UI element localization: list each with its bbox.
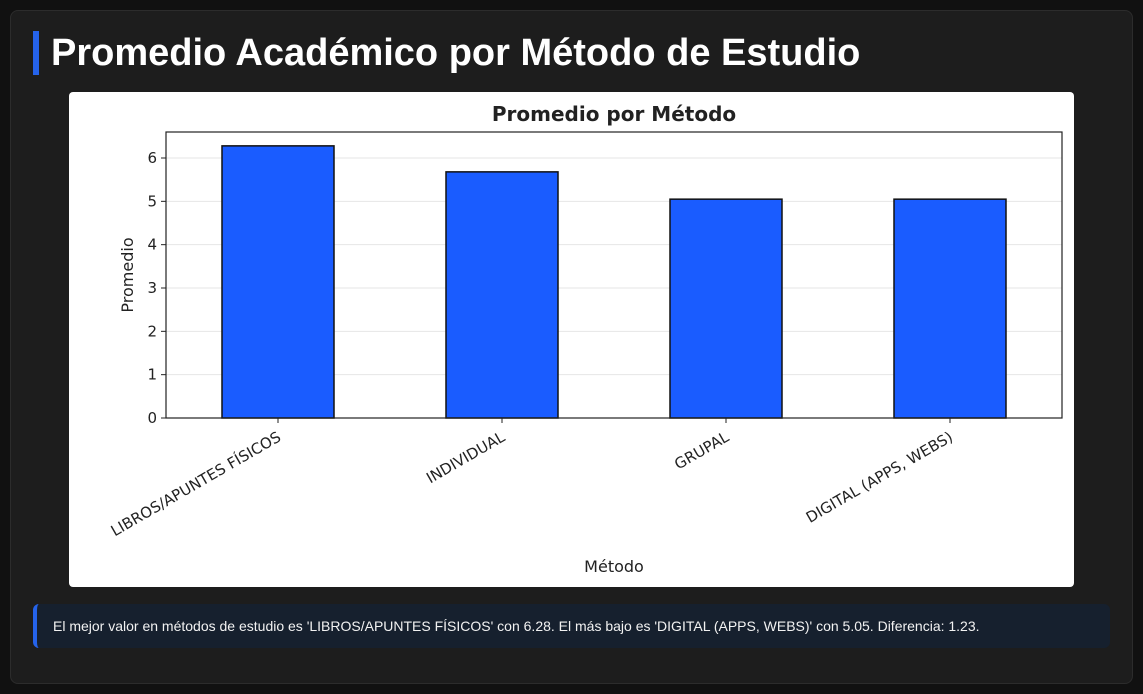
- y-tick-label: 4: [147, 236, 157, 254]
- y-tick-label: 1: [147, 366, 157, 384]
- insight-text: El mejor valor en métodos de estudio es …: [33, 604, 1110, 648]
- bar: [669, 198, 783, 419]
- chart-title: Promedio por Método: [492, 102, 736, 126]
- y-axis-label: Promedio: [118, 237, 137, 312]
- y-tick-label: 6: [147, 149, 157, 167]
- x-tick-label: GRUPAL: [671, 428, 732, 474]
- x-tick-label: DIGITAL (APPS, WEBS): [803, 428, 956, 527]
- bar-chart: 0 1 2 3 4 5 6 LIBROS/APUNTES FÍSICOS INDIVIDUAL G…: [107, 102, 1063, 576]
- bar: [445, 171, 559, 419]
- plot-frame: [165, 131, 1063, 419]
- bar: [221, 145, 335, 419]
- y-tick-label: 3: [147, 279, 157, 297]
- y-tick-label: 5: [147, 192, 157, 210]
- chart-container: 0 1 2 3 4 5 6 LIBROS/APUNTES FÍSICOS INDIVIDUAL G…: [69, 92, 1074, 587]
- x-tick-label: LIBROS/APUNTES FÍSICOS: [107, 427, 284, 540]
- x-tick-label: INDIVIDUAL: [423, 428, 508, 488]
- chart-card: Promedio Académico por Método de Estudio…: [10, 10, 1133, 684]
- x-axis-label: Método: [584, 557, 644, 576]
- page-title: Promedio Académico por Método de Estudio: [33, 31, 860, 75]
- y-tick-label: 0: [147, 409, 157, 427]
- bar: [893, 198, 1007, 419]
- y-tick-label: 2: [147, 322, 157, 340]
